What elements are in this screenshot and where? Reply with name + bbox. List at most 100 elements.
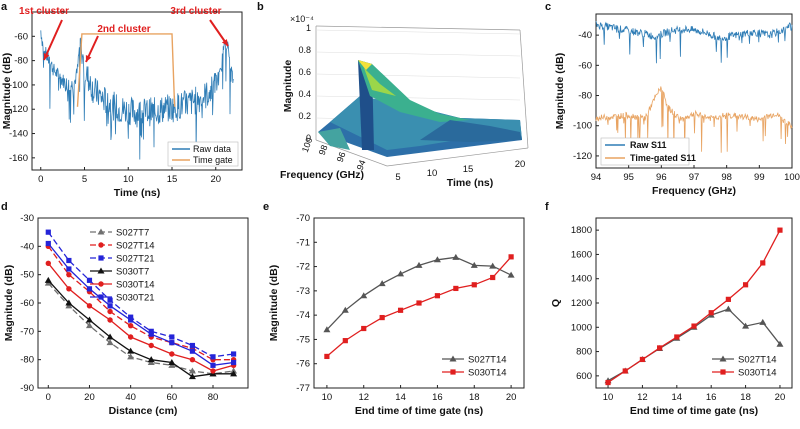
x-tick-label-a: 0 xyxy=(38,174,43,185)
data-point-f-S030T14 xyxy=(708,310,714,316)
legend-label-raw-s11: Raw S11 xyxy=(630,140,667,150)
surface-peak-yellow xyxy=(358,60,372,70)
z-tick-label: 1 xyxy=(306,23,311,33)
legend-label-S027T14: S027T14 xyxy=(116,241,155,252)
x-tick-label-c: 96 xyxy=(656,172,667,183)
legend-label-f-S030T14: S030T14 xyxy=(738,368,777,379)
freq-tick-label: 96 xyxy=(335,151,348,164)
data-point-e-S030T14 xyxy=(453,285,459,292)
z-tick-label: 0.8 xyxy=(298,45,311,55)
freq-tick-label: 98 xyxy=(317,144,330,157)
data-point-e-S027T14 xyxy=(470,261,478,268)
annotation-arrowhead-2 xyxy=(85,55,92,62)
y-tick-label-e: -75 xyxy=(296,334,310,345)
y-axis-label-c: Magnitude (dB) xyxy=(554,53,566,129)
data-point-S030T14 xyxy=(189,356,196,363)
y-tick-label-d: -90 xyxy=(20,383,34,394)
y-tick-label-f: 1400 xyxy=(571,274,592,285)
y-tick-label-c: -40 xyxy=(578,30,592,41)
data-point-e-S027T14 xyxy=(397,270,405,277)
x-tick-label-d: 0 xyxy=(46,392,51,403)
data-point-S030T21 xyxy=(230,359,237,366)
legend-label-raw: Raw data xyxy=(193,144,231,154)
y-tick-label-e: -76 xyxy=(296,359,310,370)
time-tick-label: 10 xyxy=(427,168,438,179)
x-tick-label-c: 95 xyxy=(623,172,634,183)
series-line-S030T7 xyxy=(47,279,234,378)
data-point-e-S030T14 xyxy=(434,293,441,299)
legend-label-S030T21: S030T21 xyxy=(116,293,155,304)
data-point-f-S027T14 xyxy=(724,305,732,312)
surface-peak-lime xyxy=(364,68,396,96)
time-tick-label: 5 xyxy=(395,172,400,183)
y-tick-label-e: -70 xyxy=(296,213,310,224)
series-line-e-S030T14 xyxy=(326,256,512,357)
z-tick-label: 0 xyxy=(306,133,311,143)
x-tick-label-e: 20 xyxy=(506,392,517,403)
x-axis-label-e: End time of time gate (ns) xyxy=(355,405,483,417)
legend-marker-S030T21 xyxy=(98,294,104,300)
data-point-S027T21 xyxy=(45,229,51,235)
data-point-S027T7 xyxy=(106,339,114,346)
data-point-f-S030T14 xyxy=(674,334,680,340)
surface-grid xyxy=(315,73,521,79)
data-point-f-S030T14 xyxy=(605,379,611,386)
data-point-S030T21 xyxy=(128,317,134,323)
data-point-e-S027T14 xyxy=(341,306,349,313)
data-point-e-S030T14 xyxy=(508,254,514,260)
legend-box-a xyxy=(167,141,239,167)
legend-marker-S030T14 xyxy=(98,281,104,287)
x-tick-label-c: 97 xyxy=(689,172,700,183)
data-point-f-S027T14 xyxy=(742,322,750,329)
x-tick-label-d: 40 xyxy=(125,392,136,403)
data-point-f-S030T14 xyxy=(657,345,663,351)
data-point-f-S030T14 xyxy=(777,227,783,233)
legend-label-gated-s11: Time-gated S11 xyxy=(630,153,696,163)
x-tick-label-e: 10 xyxy=(322,392,333,403)
y-tick-label-c: -100 xyxy=(573,121,592,132)
time-tick-label: 15 xyxy=(463,164,474,175)
data-point-e-S027T14 xyxy=(507,271,515,278)
data-point-S030T7 xyxy=(168,359,176,365)
x-axis-label-d: Distance (cm) xyxy=(109,405,178,417)
annotation-arrowhead-3 xyxy=(221,39,228,46)
data-point-S027T7 xyxy=(188,367,196,374)
y-tick-label-a: -80 xyxy=(14,56,28,67)
data-point-S030T21 xyxy=(66,266,72,272)
freq-axis-label: Frequency (GHz) xyxy=(280,169,364,181)
surface-frame-3 xyxy=(315,25,521,31)
data-point-S030T7 xyxy=(188,373,196,380)
annotation-3: 3rd cluster xyxy=(170,6,221,17)
y-tick-label-e: -73 xyxy=(296,286,310,297)
y-tick-label-f: 1200 xyxy=(571,298,592,309)
legend-marker-S030T7 xyxy=(97,267,105,274)
data-point-S027T21 xyxy=(210,354,216,360)
y-axis-label-f: Q xyxy=(550,299,562,307)
legend-label-S027T7: S027T7 xyxy=(116,228,149,239)
data-point-e-S030T14 xyxy=(397,307,404,313)
data-point-f-S030T14 xyxy=(742,282,749,288)
z-tick-label: 0.4 xyxy=(298,89,311,99)
data-point-e-S030T14 xyxy=(342,338,348,344)
x-tick-label-c: 94 xyxy=(591,172,602,183)
data-point-S027T14 xyxy=(127,322,134,329)
y-tick-label-d: -40 xyxy=(20,241,34,252)
annotation-1: 1st cluster xyxy=(19,6,69,17)
data-point-e-S027T14 xyxy=(378,280,386,287)
x-axis-label-a: Time (ns) xyxy=(114,187,160,199)
legend-label-S030T7: S030T7 xyxy=(116,267,149,278)
series-line-S027T14 xyxy=(47,245,234,361)
data-point-S030T14 xyxy=(86,303,93,309)
x-tick-label-e: 14 xyxy=(395,392,406,403)
data-point-f-S030T14 xyxy=(760,260,766,266)
data-point-e-S027T14 xyxy=(433,256,441,263)
y-axis-label-e: Magnitude (dB) xyxy=(268,265,280,341)
freq-tick-label: 100 xyxy=(300,136,315,154)
surface-frame-2 xyxy=(386,147,529,167)
legend-box-c xyxy=(600,137,690,166)
data-point-S030T7 xyxy=(65,299,73,306)
data-point-S030T14 xyxy=(107,317,113,323)
annotation-arrowhead-1 xyxy=(43,53,50,60)
z-scale-label: ×10⁻⁴ xyxy=(290,14,314,24)
y-tick-label-f: 1000 xyxy=(571,322,592,333)
